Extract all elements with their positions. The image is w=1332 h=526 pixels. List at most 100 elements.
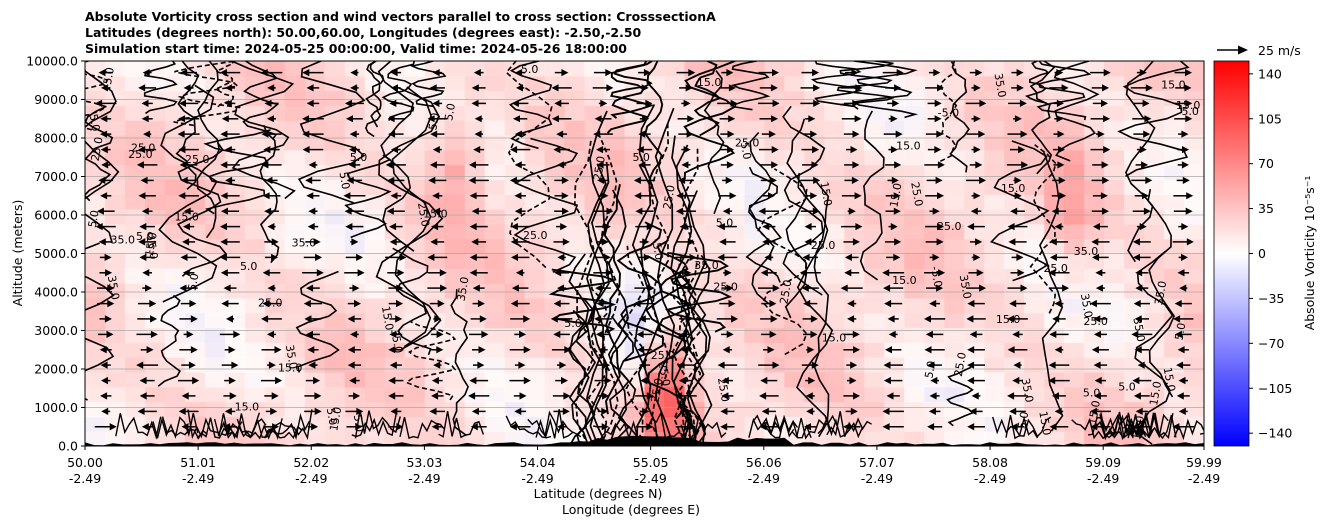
vorticity-cell: [784, 90, 805, 107]
vorticity-cell: [904, 268, 925, 284]
vorticity-cell: [1024, 149, 1045, 166]
wind-vector: [350, 238, 359, 246]
vorticity-cell: [284, 386, 306, 403]
wind-vector: [180, 176, 197, 184]
wind-vector: [388, 423, 404, 431]
vorticity-cell: [1184, 268, 1204, 284]
contour-label: 5.0: [186, 272, 202, 291]
vorticity-cell: [964, 209, 985, 225]
vorticity-cell: [144, 371, 166, 388]
vorticity-cell: [504, 90, 526, 107]
vorticity-cell: [484, 149, 506, 166]
wind-vector: [302, 69, 324, 77]
wind-vector: [1048, 361, 1070, 369]
wind-vector: [101, 407, 111, 415]
wind-vector: [389, 223, 403, 231]
vorticity-cell: [85, 371, 106, 388]
vorticity-cell: [85, 164, 106, 181]
wind-vector: [178, 376, 200, 385]
vorticity-cell: [904, 194, 925, 210]
vorticity-cell: [584, 90, 606, 107]
wind-vector: [888, 146, 898, 154]
wind-vector: [179, 284, 198, 292]
wind-vector: [221, 207, 240, 215]
vorticity-cell: [944, 179, 965, 195]
wind-vector: [970, 207, 982, 215]
vorticity-cell: [324, 416, 346, 432]
vorticity-cell: [244, 194, 266, 210]
wind-vector: [843, 130, 860, 138]
vorticity-cell: [1184, 342, 1204, 358]
colorbar-tick-label: −70: [1258, 336, 1284, 351]
vorticity-cell: [924, 179, 945, 195]
vorticity-cell: [984, 149, 1005, 166]
vorticity-cell: [484, 431, 506, 446]
wind-vector: [1008, 99, 1027, 107]
wind-vector: [593, 69, 613, 77]
vorticity-cell: [824, 327, 845, 343]
vorticity-cell: [824, 105, 845, 121]
vorticity-cell: [764, 342, 785, 358]
wind-vector: [929, 299, 940, 308]
wind-vector: [1136, 146, 1147, 154]
vorticity-cell: [784, 179, 805, 195]
vorticity-cell: [824, 194, 845, 210]
vorticity-cell: [744, 179, 765, 195]
wind-vector: [717, 99, 738, 107]
vorticity-cell: [664, 120, 686, 136]
vorticity-cell: [1104, 164, 1125, 181]
vorticity-cell: [164, 431, 186, 446]
contour-label: 25.0: [415, 201, 432, 227]
wind-vector: [262, 269, 281, 277]
wind-vector: [139, 253, 155, 261]
wind-vector: [595, 223, 611, 231]
wind-vector: [640, 84, 649, 92]
wind-vector: [759, 146, 779, 154]
vorticity-cell: [524, 61, 546, 77]
wind-vector: [433, 207, 442, 215]
vorticity-cell: [764, 120, 785, 136]
contour-line: [949, 61, 970, 173]
wind-vector: [510, 238, 530, 246]
vorticity-cell: [384, 223, 406, 240]
colorbar-tick-label: −140: [1258, 426, 1292, 441]
vorticity-cell: [1184, 253, 1204, 269]
vorticity-cell: [444, 253, 466, 269]
contour-line: [505, 415, 552, 439]
wind-vector: [925, 238, 944, 246]
vorticity-cell: [124, 135, 146, 151]
wind-vector: [675, 253, 697, 261]
vorticity-cell: [144, 401, 166, 417]
vorticity-cell: [1064, 431, 1085, 446]
contour-line: [946, 366, 975, 427]
vorticity-cell: [324, 90, 346, 107]
vorticity-cell: [384, 209, 406, 225]
wind-vector: [927, 361, 942, 369]
wind-vector: [802, 315, 818, 323]
vorticity-cell: [484, 75, 506, 92]
vorticity-cell: [904, 90, 925, 107]
contour-label: 5.0: [1173, 322, 1189, 341]
wind-vector: [1012, 376, 1023, 385]
contour-label: 15.0: [1001, 182, 1026, 195]
contour-line: [693, 61, 722, 137]
wind-vector: [389, 99, 403, 107]
vorticity-cell: [324, 297, 346, 314]
contour-line: [599, 136, 621, 446]
wind-vector: [100, 392, 112, 400]
vorticity-cell: [1044, 431, 1065, 446]
vorticity-cell: [104, 105, 126, 121]
contour-line: [1117, 61, 1190, 177]
contour-line: [748, 413, 795, 438]
contour-label: 5.0: [86, 209, 102, 228]
contour-label: 25.0: [89, 136, 106, 162]
vorticity-cell: [1064, 149, 1085, 166]
wind-vector: [802, 253, 818, 261]
vorticity-cell: [204, 386, 226, 403]
vorticity-cell: [224, 283, 246, 299]
wind-vector: [182, 238, 196, 246]
wind-vector: [638, 361, 651, 369]
wind-vector: [139, 376, 155, 385]
